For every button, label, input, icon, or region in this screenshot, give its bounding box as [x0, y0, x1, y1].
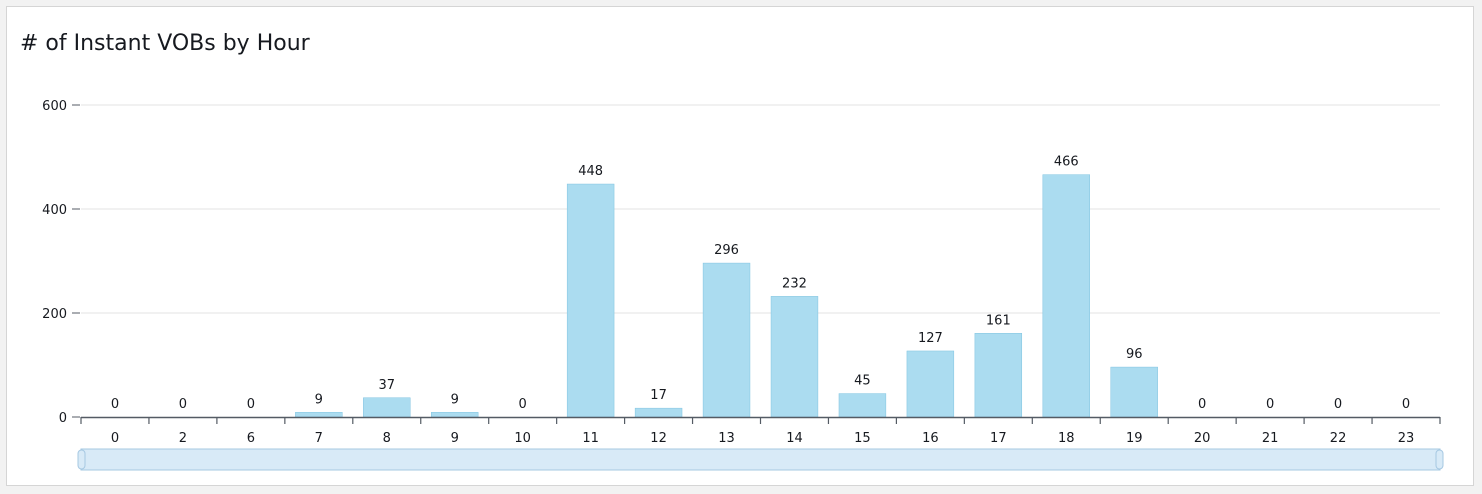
data-label: 232	[782, 276, 807, 291]
bar[interactable]	[431, 412, 479, 418]
data-label: 161	[986, 313, 1011, 328]
data-label: 0	[1402, 397, 1410, 412]
data-label: 466	[1054, 155, 1079, 170]
data-label: 9	[315, 392, 323, 407]
data-label: 0	[247, 397, 255, 412]
x-tick-label: 17	[990, 431, 1007, 446]
bar[interactable]	[634, 407, 683, 418]
x-tick-label: 23	[1398, 431, 1415, 446]
bar[interactable]	[906, 350, 955, 418]
data-label: 17	[650, 388, 667, 403]
bar[interactable]	[838, 393, 887, 418]
x-tick-label: 16	[922, 431, 939, 446]
y-tick-label: 0	[59, 411, 67, 426]
x-tick-label: 18	[1058, 431, 1075, 446]
y-axis-ticks: 0 200 400 600	[42, 99, 80, 426]
x-tick-label: 21	[1262, 431, 1279, 446]
chart-title: # of Instant VOBs by Hour	[20, 31, 310, 56]
grid-lines	[81, 104, 1440, 314]
data-label: 127	[918, 331, 943, 346]
bar[interactable]	[363, 397, 411, 418]
data-label: 0	[1334, 397, 1342, 412]
x-tick-label: 11	[582, 431, 599, 446]
x-tick-label: 13	[718, 431, 735, 446]
data-label: 96	[1126, 347, 1143, 362]
data-label: 0	[111, 397, 119, 412]
data-labels: 0 0 0 9 37 9 0 448 17 296 232 45 127 161 466 96 0 0 0 0	[111, 155, 1410, 412]
x-tick-label: 7	[315, 431, 323, 446]
data-label: 0	[519, 397, 527, 412]
bars	[295, 174, 1158, 418]
data-label: 0	[1198, 397, 1206, 412]
x-tick-label: 0	[111, 431, 119, 446]
bar[interactable]	[974, 333, 1023, 418]
data-label: 448	[578, 164, 603, 179]
x-tick-label: 20	[1194, 431, 1211, 446]
data-label: 37	[379, 378, 396, 393]
x-tick-label: 10	[514, 431, 531, 446]
scrollbar-right-handle[interactable]	[1435, 449, 1444, 470]
x-tick-label: 8	[383, 431, 391, 446]
data-label: 0	[179, 397, 187, 412]
y-tick-label: 600	[42, 99, 67, 114]
x-tick-label: 14	[786, 431, 803, 446]
scrollbar-left-handle[interactable]	[77, 449, 86, 470]
data-label: 9	[451, 392, 459, 407]
bar[interactable]	[295, 412, 343, 418]
bar[interactable]	[770, 296, 819, 418]
range-scrollbar[interactable]	[77, 448, 1444, 471]
bar[interactable]	[1042, 174, 1090, 418]
scrollbar-track[interactable]	[80, 448, 1441, 471]
x-tick-label: 12	[650, 431, 667, 446]
x-tick-label: 19	[1126, 431, 1143, 446]
y-tick-label: 400	[42, 203, 67, 218]
bar[interactable]	[566, 183, 615, 418]
data-label: 0	[1266, 397, 1274, 412]
x-tick-label: 2	[179, 431, 187, 446]
y-tick-label: 200	[42, 307, 67, 322]
x-tick-label: 22	[1330, 431, 1347, 446]
x-tick-label: 15	[854, 431, 871, 446]
data-label: 45	[854, 374, 871, 389]
bar[interactable]	[702, 262, 751, 418]
x-tick-label: 9	[451, 431, 459, 446]
x-tick-label: 6	[247, 431, 255, 446]
data-label: 296	[714, 243, 739, 258]
x-axis: 0 2 6 7 8 9 10 11 12 13 14 15 16 17 18 19 20 21 22 23	[80, 416, 1441, 446]
bar[interactable]	[1110, 366, 1158, 418]
